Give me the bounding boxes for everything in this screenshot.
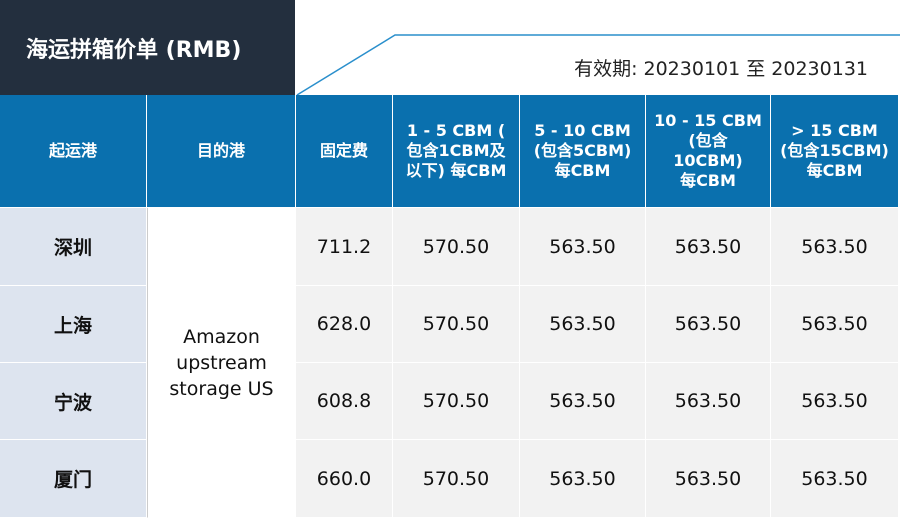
header-line: 每CBM bbox=[554, 161, 611, 180]
header-line: 包含1CBM及 bbox=[406, 141, 506, 160]
fixed-fee: 608.8 bbox=[296, 363, 393, 440]
price: 563.50 bbox=[646, 286, 771, 363]
column-header: 5 - 10 CBM (包含5CBM) 每CBM bbox=[520, 95, 646, 208]
column-header: 起运港 bbox=[0, 95, 147, 208]
header-line: 起运港 bbox=[48, 141, 97, 160]
price: 563.50 bbox=[520, 208, 646, 286]
price: 563.50 bbox=[646, 208, 771, 286]
origin-port: 深圳 bbox=[0, 208, 147, 286]
price-text: 563.50 bbox=[674, 313, 742, 335]
price-text: 570.50 bbox=[422, 313, 490, 335]
price: 570.50 bbox=[393, 363, 520, 440]
header-line: 10CBM) bbox=[673, 151, 743, 170]
column-header: > 15 CBM (包含15CBM) 每CBM bbox=[771, 95, 899, 208]
header-line: (包含5CBM) bbox=[533, 141, 632, 160]
destination-line: Amazon bbox=[183, 325, 260, 348]
column-header: 1 - 5 CBM (包含1CBM及 以下) 每CBM bbox=[393, 95, 520, 208]
price: 563.50 bbox=[771, 440, 899, 518]
fixed-text: 628.0 bbox=[316, 313, 372, 335]
origin-text: 宁波 bbox=[53, 391, 92, 414]
price-text: 570.50 bbox=[422, 235, 490, 258]
price-text: 563.50 bbox=[801, 390, 868, 412]
origin-port: 上海 bbox=[0, 286, 147, 363]
header-line: 目的港 bbox=[196, 141, 245, 160]
price: 570.50 bbox=[393, 440, 520, 518]
origin-port: 宁波 bbox=[0, 363, 147, 440]
price-text: 563.50 bbox=[674, 235, 742, 258]
price-text: 563.50 bbox=[549, 235, 616, 258]
price-text: 563.50 bbox=[674, 467, 742, 490]
header-line: (包含15CBM) bbox=[780, 141, 889, 160]
price: 570.50 bbox=[393, 208, 520, 286]
price: 563.50 bbox=[520, 440, 646, 518]
origin-text: 厦门 bbox=[53, 469, 92, 491]
header-line: 10 - 15 CBM bbox=[654, 111, 762, 130]
price-text: 563.50 bbox=[549, 390, 616, 412]
header-line: 5 - 10 CBM bbox=[534, 121, 631, 140]
fixed-text: 608.8 bbox=[316, 390, 372, 412]
price-text: 563.50 bbox=[801, 313, 868, 335]
price-text: 563.50 bbox=[801, 235, 868, 258]
price-text: 570.50 bbox=[422, 467, 490, 490]
price-text: 563.50 bbox=[549, 313, 616, 335]
price-text: 563.50 bbox=[549, 467, 616, 490]
header-line: 1 - 5 CBM ( bbox=[406, 121, 506, 140]
page-title: 海运拼箱价单 (RMB) bbox=[0, 0, 295, 95]
destination-line: upstream bbox=[176, 351, 267, 374]
fixed-fee: 628.0 bbox=[296, 286, 393, 363]
price: 563.50 bbox=[771, 286, 899, 363]
header-line: > 15 CBM bbox=[791, 121, 878, 140]
price: 563.50 bbox=[771, 208, 899, 286]
header-line: 以下) 每CBM bbox=[405, 161, 507, 180]
price-text: 563.50 bbox=[674, 390, 742, 412]
fixed-text: 660.0 bbox=[316, 467, 372, 490]
fixed-text: 711.2 bbox=[316, 235, 372, 258]
fixed-fee: 660.0 bbox=[296, 440, 393, 518]
origin-port: 厦门 bbox=[0, 440, 147, 518]
destination: Amazon upstream storage US bbox=[147, 208, 296, 518]
validity: 有效期: 20230101 至 20230131 bbox=[574, 58, 868, 80]
header-line: (包含 bbox=[688, 131, 728, 150]
price: 563.50 bbox=[646, 363, 771, 440]
price: 563.50 bbox=[520, 363, 646, 440]
header-line: 每CBM bbox=[680, 171, 736, 190]
price: 570.50 bbox=[393, 286, 520, 363]
header-line: 每CBM bbox=[806, 161, 863, 180]
column-header: 固定费 bbox=[296, 95, 393, 208]
price: 563.50 bbox=[646, 440, 771, 518]
origin-text: 深圳 bbox=[53, 237, 92, 259]
column-header: 目的港 bbox=[147, 95, 296, 208]
price: 563.50 bbox=[520, 286, 646, 363]
column-header: 10 - 15 CBM (包含 10CBM) 每CBM bbox=[646, 95, 771, 208]
price: 563.50 bbox=[771, 363, 899, 440]
fixed-fee: 711.2 bbox=[296, 208, 393, 286]
price-text: 570.50 bbox=[422, 390, 490, 412]
price-text: 563.50 bbox=[801, 467, 868, 490]
header-line: 固定费 bbox=[319, 141, 368, 160]
origin-text: 上海 bbox=[53, 314, 92, 337]
destination-line: storage US bbox=[169, 377, 274, 400]
